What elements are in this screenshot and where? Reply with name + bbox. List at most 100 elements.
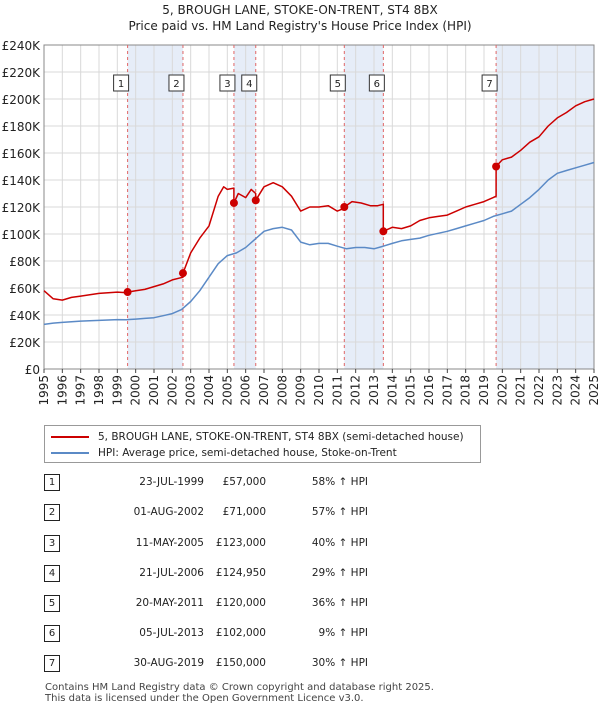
x-tick-label: 2013	[367, 375, 381, 406]
transaction-date: 11-MAY-2005	[135, 537, 204, 549]
footer-licence: This data is licensed under the Open Gov…	[45, 693, 364, 704]
x-tick-label: 2002	[165, 375, 179, 406]
legend-label-hpi: HPI: Average price, semi-detached house,…	[98, 447, 397, 459]
sale-point	[178, 269, 187, 278]
legend-swatch-hpi	[51, 452, 89, 454]
legend-swatch-property	[51, 436, 89, 438]
transaction-row: 1 23-JUL-1999 £57,000 58% ↑ HPI	[44, 474, 584, 492]
transaction-number: 5	[44, 595, 60, 612]
property-price-line	[43, 98, 595, 301]
x-tick-label: 1999	[110, 375, 124, 406]
sale-point	[123, 288, 132, 297]
x-tick-label: 2011	[330, 375, 344, 406]
x-tick-label: 2022	[532, 375, 546, 406]
x-tick-label: 2014	[385, 375, 399, 406]
y-tick-label: £120K	[2, 201, 42, 215]
sale-label: 2	[173, 79, 179, 90]
transaction-price: £57,000	[222, 476, 266, 488]
transaction-price: £102,000	[215, 627, 266, 639]
sale-label-box	[241, 74, 258, 92]
transaction-row: 3 11-MAY-2005 £123,000 40% ↑ HPI	[44, 535, 584, 553]
transaction-date: 01-AUG-2002	[133, 506, 204, 518]
x-tick-label: 2019	[477, 375, 491, 406]
footer-copyright: Contains HM Land Registry data © Crown c…	[45, 682, 434, 693]
x-tick-label: 2005	[220, 375, 234, 406]
chart-title: 5, BROUGH LANE, STOKE-ON-TRENT, ST4 8BX	[162, 3, 438, 17]
y-tick-label: £100K	[2, 228, 42, 242]
hpi-line	[43, 161, 595, 326]
sale-labels: 1 2 3 4 5 6 7	[113, 74, 498, 92]
transaction-row: 6 05-JUL-2013 £102,000 9% ↑ HPI	[44, 625, 584, 643]
transaction-hpi: 9% ↑ HPI	[318, 627, 368, 639]
x-tick-label: 2004	[202, 375, 216, 406]
sale-label: 5	[335, 79, 341, 90]
x-tick-label: 2016	[422, 375, 436, 406]
transaction-number: 7	[44, 655, 60, 672]
transaction-price: £123,000	[215, 537, 266, 549]
sale-point	[229, 198, 238, 207]
x-tick-label: 2006	[239, 375, 253, 406]
transaction-number: 6	[44, 625, 60, 642]
transaction-date: 21-JUL-2006	[139, 567, 204, 579]
x-tick-label: 2021	[514, 375, 528, 406]
sale-point	[251, 196, 260, 205]
transaction-row: 2 01-AUG-2002 £71,000 57% ↑ HPI	[44, 504, 584, 522]
transaction-hpi: 29% ↑ HPI	[311, 567, 368, 579]
x-tick-label: 1995	[37, 375, 51, 406]
y-tick-label: £180K	[2, 120, 42, 134]
transaction-date: 20-MAY-2011	[135, 597, 204, 609]
transaction-price: £124,950	[215, 567, 266, 579]
legend-label-property: 5, BROUGH LANE, STOKE-ON-TRENT, ST4 8BX …	[98, 431, 464, 443]
transaction-hpi: 57% ↑ HPI	[311, 506, 368, 518]
legend-item-property: 5, BROUGH LANE, STOKE-ON-TRENT, ST4 8BX …	[51, 430, 464, 444]
x-tick-label: 2020	[495, 375, 509, 406]
y-tick-label: £220K	[2, 66, 42, 80]
sale-label-box	[481, 74, 498, 92]
transaction-row: 4 21-JUL-2006 £124,950 29% ↑ HPI	[44, 565, 584, 583]
chart: 1 2 3 4 5 6 7 £0 £20K £40K £60K £80K £100K £120K £140…	[2, 39, 600, 406]
y-tick-label: £160K	[2, 147, 42, 161]
x-tick-label: 2015	[404, 375, 418, 406]
x-tick-label: 2000	[129, 375, 143, 406]
sale-label-box	[368, 74, 385, 92]
transaction-price: £71,000	[222, 506, 266, 518]
sale-label-box	[219, 74, 236, 92]
x-tick-label: 1996	[55, 375, 69, 406]
y-axis-ticks: £0 £20K £40K £60K £80K £100K £120K £140K £160K £1…	[2, 39, 42, 377]
sale-label-box	[113, 74, 130, 92]
x-tick-label: 1997	[74, 375, 88, 406]
y-tick-label: £0	[25, 363, 40, 377]
x-tick-label: 2025	[587, 375, 600, 406]
transaction-hpi: 40% ↑ HPI	[311, 537, 368, 549]
sale-label: 6	[374, 79, 380, 90]
transaction-date: 30-AUG-2019	[133, 657, 204, 669]
x-axis-ticks: 1995 1996 1997 1998 1999 2000 2001 2002 2003 2004…	[37, 369, 600, 406]
transaction-number: 1	[44, 474, 60, 491]
chart-subtitle: Price paid vs. HM Land Registry's House …	[128, 19, 472, 33]
x-tick-label: 2003	[184, 375, 198, 406]
x-tick-label: 2001	[147, 375, 161, 406]
transaction-hpi: 30% ↑ HPI	[311, 657, 368, 669]
transaction-number: 4	[44, 565, 60, 582]
x-tick-label: 2024	[569, 375, 583, 406]
y-tick-label: £60K	[9, 282, 41, 296]
y-tick-label: £240K	[2, 39, 42, 53]
transaction-price: £150,000	[215, 657, 266, 669]
x-tick-label: 2017	[440, 375, 454, 406]
transaction-date: 23-JUL-1999	[139, 476, 204, 488]
x-tick-label: 2010	[312, 375, 326, 406]
transaction-row: 5 20-MAY-2011 £120,000 36% ↑ HPI	[44, 595, 584, 613]
y-tick-label: £40K	[9, 309, 41, 323]
x-tick-label: 1998	[92, 375, 106, 406]
transaction-number: 2	[44, 504, 60, 521]
x-tick-label: 2008	[275, 375, 289, 406]
x-tick-label: 2012	[349, 375, 363, 406]
sale-label: 4	[246, 79, 252, 90]
sale-label: 1	[118, 79, 124, 90]
transaction-hpi: 36% ↑ HPI	[311, 597, 368, 609]
transaction-row: 7 30-AUG-2019 £150,000 30% ↑ HPI	[44, 655, 584, 673]
sale-point	[492, 162, 501, 171]
y-tick-label: £140K	[2, 174, 42, 188]
series	[43, 98, 595, 326]
sale-label-box	[168, 74, 185, 92]
